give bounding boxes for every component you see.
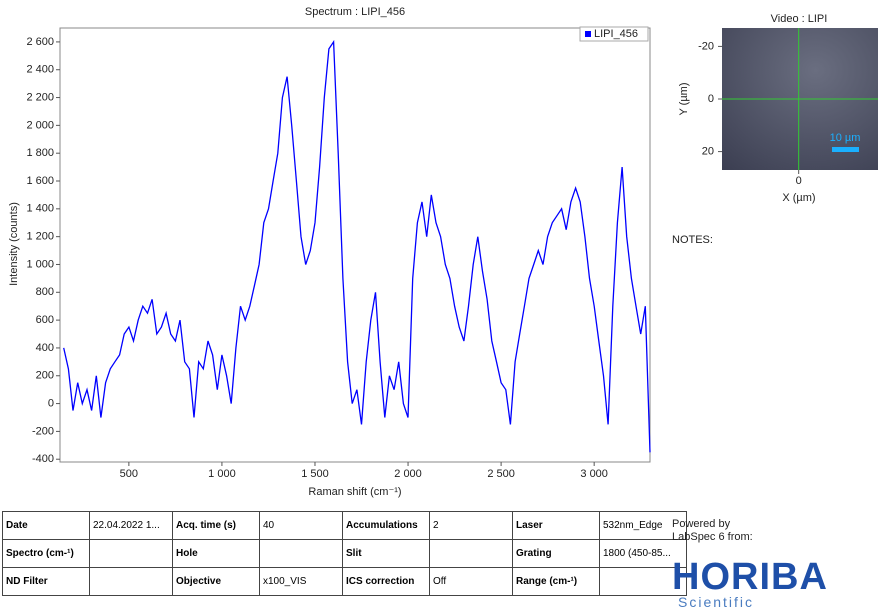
table-value: Off: [429, 567, 513, 596]
x-tick-label: 2 500: [487, 468, 515, 480]
chart-title: Spectrum : LIPI_456: [305, 6, 405, 18]
video-y-label: Y (µm): [678, 82, 690, 115]
table-key: Spectro (cm-¹): [2, 539, 90, 568]
table-row: Spectro (cm-¹) Hole Slit Grating 1800 (450-8…: [2, 539, 687, 568]
y-tick-label: 2 400: [26, 64, 54, 76]
scale-bar-label: 10 µm: [830, 132, 861, 144]
legend-swatch: [585, 31, 591, 37]
y-tick-label: 600: [36, 314, 54, 326]
table-key: ND Filter: [2, 567, 90, 596]
x-tick-label: 2 000: [394, 468, 422, 480]
table-row: ND Filter Objective x100_VIS ICS correction…: [2, 567, 687, 596]
spectrum-line: [63, 39, 651, 453]
y-tick-label: 2 000: [26, 119, 54, 131]
table-value: 2: [429, 511, 513, 540]
table-key: Slit: [342, 539, 430, 568]
y-tick-label: 800: [36, 286, 54, 298]
table-key: Accumulations: [342, 511, 430, 540]
x-tick-label: 3 000: [580, 468, 608, 480]
product: LabSpec 6 from:: [672, 531, 753, 543]
x-tick-label: 500: [120, 468, 138, 480]
table-value: 40: [259, 511, 343, 540]
table-key: ICS correction: [342, 567, 430, 596]
legend-label: LIPI_456: [594, 28, 638, 40]
y-tick-label: 1 800: [26, 147, 54, 159]
table-key: Objective: [172, 567, 260, 596]
logo: HORIBA: [672, 556, 828, 598]
table-key: Laser: [512, 511, 600, 540]
plot-frame: [59, 27, 651, 463]
video-y-tick-label: -20: [698, 40, 714, 52]
table-key: Grating: [512, 539, 600, 568]
y-tick-label: 2 600: [26, 36, 54, 48]
y-tick-label: 1 200: [26, 231, 54, 243]
chart: Spectrum : LIPI_456 Raman shift (cm⁻¹) I…: [8, 6, 878, 498]
y-tick-label: 200: [36, 370, 54, 382]
y-tick-label: 2 200: [26, 91, 54, 103]
table-value: [89, 539, 173, 568]
y-tick-label: 1 400: [26, 203, 54, 215]
video-y-tick-label: 20: [702, 145, 714, 157]
table-value: [89, 567, 173, 596]
scale-bar: [832, 147, 859, 152]
y-axis-label: Intensity (counts): [8, 202, 20, 286]
y-tick-label: 1 600: [26, 175, 54, 187]
video-x-tick-label: 0: [796, 175, 802, 187]
table-value: [599, 567, 687, 596]
table-key: Acq. time (s): [172, 511, 260, 540]
legend-box: [579, 26, 649, 42]
video-x-label: X (µm): [782, 192, 815, 204]
powered: Powered by: [672, 518, 731, 530]
video-title: Video : LIPI: [771, 13, 828, 25]
y-tick-label: 400: [36, 342, 54, 354]
table-value: [259, 539, 343, 568]
y-tick-label: -400: [32, 453, 54, 465]
table-key: Date: [2, 511, 90, 540]
x-tick-label: 1 000: [208, 468, 236, 480]
x-tick-label: 1 500: [301, 468, 329, 480]
table-row: Date 22.04.2022 1... Acq. time (s) 40 Accumu…: [2, 511, 687, 540]
video-y-tick-label: 0: [708, 93, 714, 105]
table-key: Range (cm-¹): [512, 567, 600, 596]
y-tick-label: -200: [32, 425, 54, 437]
y-tick-label: 0: [48, 397, 54, 409]
logo-sub: Scientific: [678, 594, 755, 610]
table-value: x100_VIS: [259, 567, 343, 596]
table-value: 532nm_Edge: [599, 511, 687, 540]
notes: NOTES:: [672, 234, 713, 246]
x-axis-label: Raman shift (cm⁻¹): [308, 486, 401, 498]
table-value: [429, 539, 513, 568]
table-key: Hole: [172, 539, 260, 568]
info-table: Date 22.04.2022 1... Acq. time (s) 40 Accumu…: [2, 511, 687, 596]
y-tick-label: 1 000: [26, 258, 54, 270]
table-value: 22.04.2022 1...: [89, 511, 173, 540]
